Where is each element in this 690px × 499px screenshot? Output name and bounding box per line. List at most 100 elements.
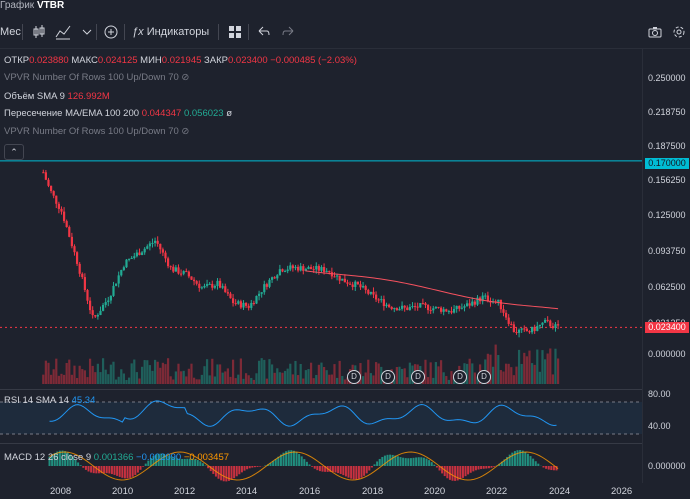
macd-histogram-bar	[92, 466, 95, 474]
volume-bar	[515, 366, 518, 384]
macd-histogram-bar	[136, 466, 139, 473]
volume-bar	[75, 378, 79, 384]
candle-body	[164, 252, 167, 259]
macd-histogram-bar	[56, 451, 59, 466]
hidden-eye-icon[interactable]: ⊘	[181, 72, 190, 83]
interval-selector[interactable]: Мес	[0, 26, 21, 38]
undo-icon[interactable]	[254, 23, 272, 41]
candle-body	[200, 287, 203, 289]
macd-histogram-bar	[71, 456, 74, 466]
macd-histogram-bar	[373, 464, 376, 466]
volume-bar	[112, 361, 115, 384]
rsi-legend[interactable]: RSI 14 SMA 14 45.34	[4, 395, 96, 406]
candle-body	[286, 269, 289, 272]
macd-histogram-bar	[511, 452, 514, 466]
volume-bar	[512, 375, 515, 384]
volume-bar	[94, 372, 97, 384]
macd-histogram-bar	[292, 450, 295, 466]
dividend-marker[interactable]: D	[453, 370, 467, 384]
camera-icon[interactable]	[646, 23, 664, 41]
vpvr-legend-1[interactable]: VPVR Number Of Rows 100 Up/Down 70 ⊘	[4, 72, 190, 83]
macd-histogram-bar	[415, 457, 418, 466]
macd-histogram-bar	[454, 466, 457, 481]
volume-legend[interactable]: Объём SMA 9 126.992M	[4, 91, 110, 102]
volume-bar	[432, 377, 435, 384]
volume-bar	[333, 364, 336, 384]
candle-body	[231, 298, 235, 304]
macd-histogram-bar	[303, 459, 306, 466]
candle-body	[398, 308, 401, 311]
candle-body	[148, 243, 151, 247]
volume-bar	[107, 374, 110, 384]
candle-body	[161, 249, 164, 253]
volume-bar	[265, 378, 268, 384]
vpvr-legend-2[interactable]: VPVR Number Of Rows 100 Up/Down 70 ⊘	[4, 126, 190, 137]
price-chart[interactable]	[0, 48, 642, 483]
compare-plus-icon[interactable]	[102, 23, 120, 41]
pane-separator[interactable]	[0, 443, 642, 444]
indicators-button[interactable]: ƒx Индикаторы	[132, 22, 209, 42]
volume-bar	[96, 363, 99, 384]
volume-bar	[44, 360, 47, 384]
macd-legend[interactable]: MACD 12 26 close 9 0.001366 −0.002090 −0…	[4, 452, 230, 463]
macd-histogram-bar	[175, 458, 178, 466]
candle-body	[278, 269, 281, 276]
volume-bar	[364, 372, 367, 384]
macd-histogram-bar	[110, 466, 113, 475]
macd-histogram-bar	[329, 466, 332, 472]
pane-separator[interactable]	[0, 389, 642, 390]
dividend-marker[interactable]: D	[347, 370, 361, 384]
macd-histogram-bar	[409, 458, 412, 466]
chevron-down-icon[interactable]	[78, 23, 96, 41]
macd-histogram-bar	[404, 458, 407, 466]
volume-bar	[268, 359, 271, 384]
candle-body	[447, 311, 450, 313]
dividend-marker[interactable]: D	[381, 370, 395, 384]
macd-histogram-bar	[420, 457, 423, 466]
volume-bar	[172, 379, 175, 384]
macd-histogram-bar	[48, 456, 51, 466]
macd-histogram-bar	[383, 455, 386, 466]
volume-bar	[127, 377, 131, 384]
candle-body	[138, 252, 141, 256]
macd-histogram-bar	[152, 455, 155, 466]
volume-bar	[520, 363, 523, 384]
volume-bar	[60, 373, 63, 384]
candles-icon[interactable]	[30, 23, 48, 41]
macd-histogram-bar	[324, 466, 327, 472]
volume-bar	[322, 367, 326, 384]
volume-bar	[499, 370, 502, 384]
macd-histogram-bar	[108, 466, 111, 474]
volume-bar	[164, 364, 167, 384]
macd-histogram-bar	[227, 466, 230, 481]
candle-body	[356, 281, 359, 285]
volume-bar	[221, 372, 224, 384]
volume-bar	[335, 377, 339, 384]
macd-histogram-bar	[131, 466, 134, 477]
candle-body	[476, 297, 479, 305]
settings-gear-icon[interactable]	[670, 23, 688, 41]
macd-histogram-bar	[282, 452, 285, 466]
redo-icon[interactable]	[280, 23, 298, 41]
macd-histogram-bar	[246, 466, 249, 470]
macd-histogram-bar	[251, 466, 254, 468]
candle-body	[437, 306, 440, 308]
macd-histogram-bar	[248, 466, 251, 469]
dividend-marker[interactable]: D	[411, 370, 425, 384]
hidden-eye-icon[interactable]: ⊘	[181, 126, 190, 137]
area-chart-icon[interactable]	[54, 23, 72, 41]
dividend-marker[interactable]: D	[477, 370, 491, 384]
macd-histogram-bar	[342, 466, 345, 476]
candle-body	[247, 305, 250, 308]
price-axis[interactable]	[642, 48, 690, 483]
ma-cross-legend[interactable]: Пересечение MA/EMA 100 200 0.044347 0.05…	[4, 108, 233, 119]
candle-body	[47, 179, 50, 186]
macd-histogram-bar	[290, 450, 293, 466]
macd-histogram-bar	[162, 453, 165, 466]
collapse-legend-button[interactable]: ⌃	[4, 144, 24, 160]
macd-histogram-bar	[477, 466, 480, 470]
candle-body	[374, 294, 378, 300]
macd-histogram-bar	[235, 466, 238, 477]
candle-body	[400, 305, 404, 309]
templates-grid-icon[interactable]	[226, 23, 244, 41]
